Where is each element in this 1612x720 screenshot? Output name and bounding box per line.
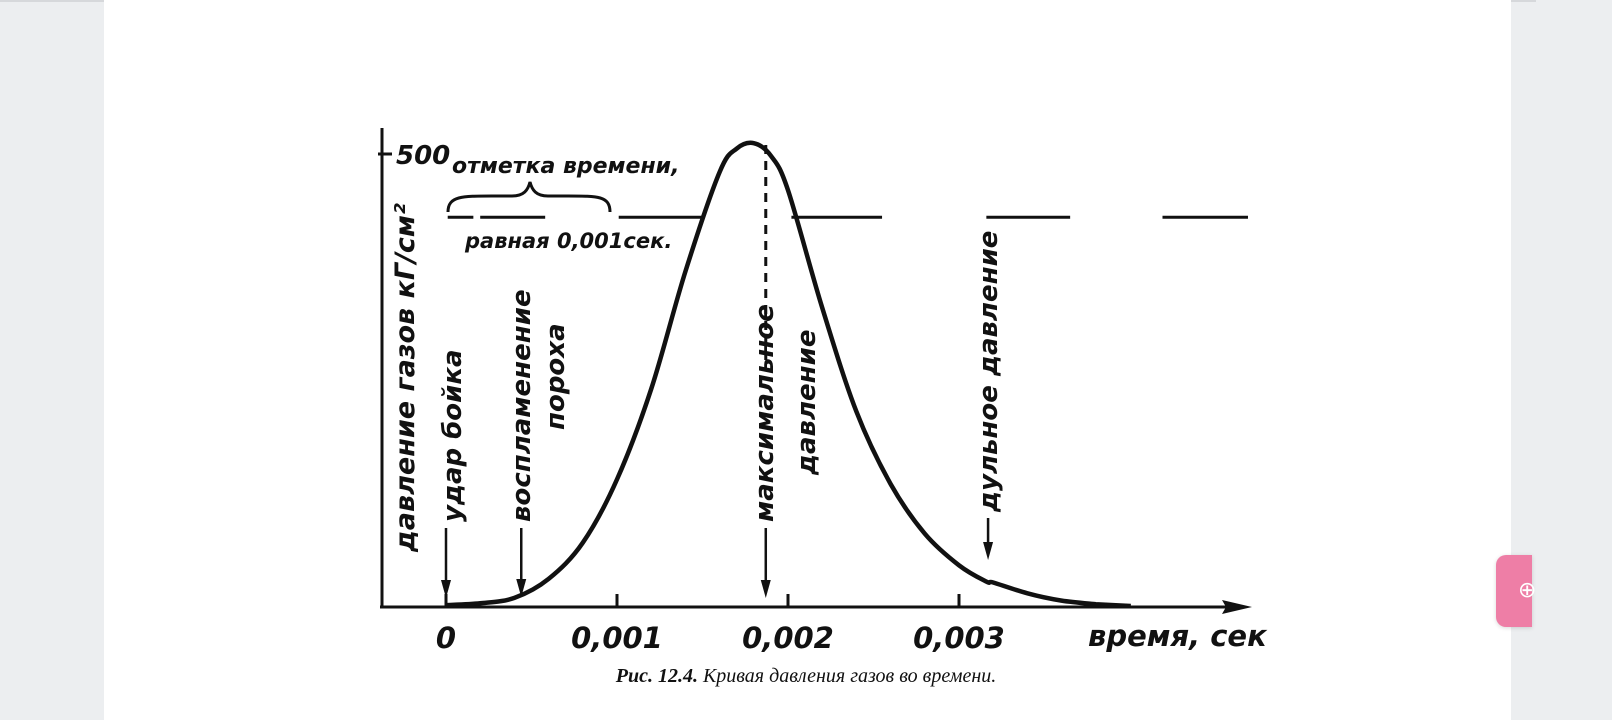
event-arrow-head [760, 580, 771, 598]
annotation-max-pressure-line2: давление [792, 330, 822, 477]
y-tick-label: 500 [396, 141, 450, 171]
pressure-curve [445, 140, 1131, 609]
time-marker-label-top: отметка времени, [452, 154, 679, 179]
event-arrow-head [983, 542, 994, 560]
add-circle-icon: ⊕ [1518, 578, 1537, 603]
x-tick-label: 0 [436, 621, 456, 655]
document-page [104, 0, 1511, 720]
axes [380, 128, 1252, 614]
annotation-muzzle-pressure: дульное давление [974, 231, 1004, 513]
figure-caption: Рис. 12.4. Кривая давления газов во врем… [0, 665, 1612, 688]
axis-ticks: 0 0,001 0,002 0,003 500 [378, 141, 1005, 655]
caption-text: Кривая давления газов во времени. [697, 665, 997, 687]
x-tick-label: 0,001 [571, 621, 663, 655]
event-arrow-head [516, 579, 527, 597]
x-axis-label: время, сек [1088, 619, 1268, 653]
floating-action-button[interactable]: ⊕ [1496, 555, 1536, 627]
time-marker-brace [446, 181, 612, 213]
caption-label: Рис. 12.4. [615, 665, 698, 687]
annotation-max-pressure: максимальное [750, 304, 780, 522]
time-marker-label-bottom: равная 0,001сек. [464, 229, 672, 253]
event-arrow-head [441, 580, 451, 598]
event-arrows [441, 518, 994, 598]
y-axis-label: давление газов кГ/см² [390, 203, 421, 553]
annotation-strike: удар бойка [438, 349, 468, 522]
annotation-ignition-line2: пороха [541, 323, 571, 430]
annotation-ignition: воспламенение [507, 289, 537, 522]
x-tick-label: 0,003 [913, 621, 1005, 655]
x-axis-arrowhead [1222, 600, 1252, 614]
x-tick-label: 0,002 [742, 621, 834, 655]
